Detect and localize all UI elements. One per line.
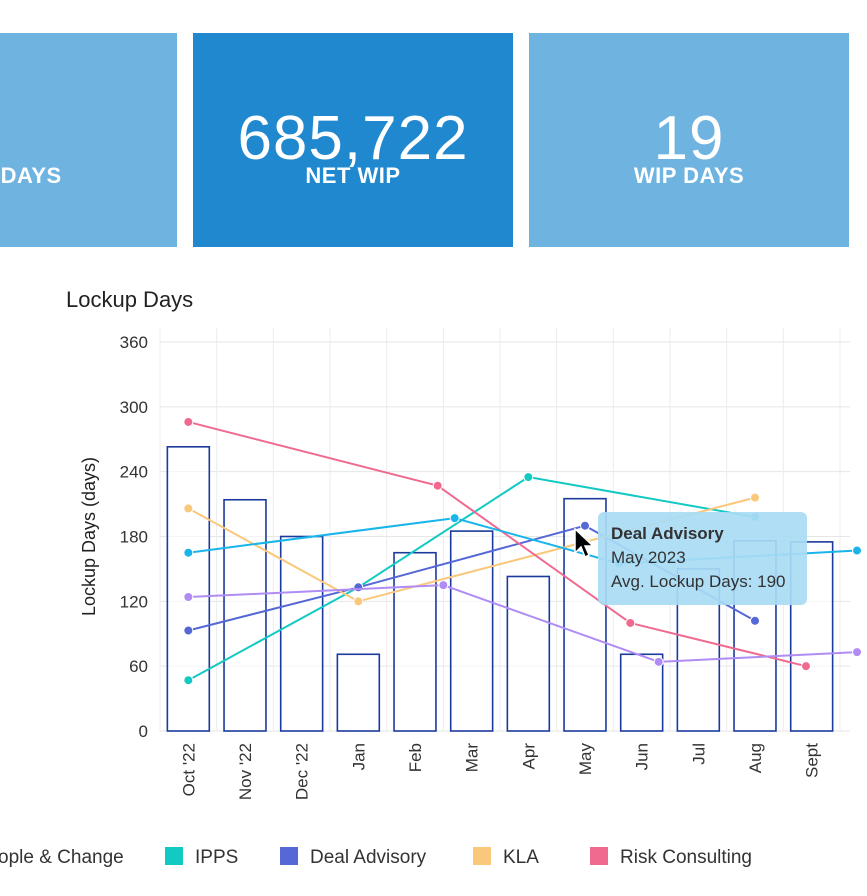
chart-legend: ople & Change IPPS Deal Advisory KLA Ris… xyxy=(0,847,867,873)
series-point xyxy=(183,547,194,558)
bar xyxy=(393,551,437,732)
legend-swatch xyxy=(590,847,608,865)
series-point xyxy=(353,582,364,593)
series-point xyxy=(183,592,194,603)
series-point xyxy=(852,647,862,658)
series-point xyxy=(183,416,194,427)
kpi-label: OR DAYS xyxy=(0,163,62,188)
series-point xyxy=(438,580,449,591)
kpi-card-or-days[interactable]: 39 OR DAYS xyxy=(0,33,177,247)
y-axis-title: Lockup Days (days) xyxy=(79,457,99,616)
series-point xyxy=(183,675,194,686)
legend-item[interactable]: Risk Consulting xyxy=(590,847,752,869)
kpi-value: 19 xyxy=(653,104,725,173)
legend-swatch xyxy=(280,847,298,865)
series-point xyxy=(183,503,194,514)
legend-swatch xyxy=(473,847,491,865)
bar xyxy=(336,653,381,732)
x-tick-label: Oct '22 xyxy=(179,743,198,796)
x-tick-label: Jun xyxy=(633,743,652,770)
series-point xyxy=(580,520,590,531)
kpi-label: NET WIP xyxy=(305,163,401,188)
series-point xyxy=(852,545,862,556)
series-point xyxy=(750,615,760,626)
series-point xyxy=(801,661,811,672)
y-tick-label: 240 xyxy=(120,463,148,482)
legend-label: IPPS xyxy=(195,847,239,868)
x-tick-label: Jan xyxy=(349,743,368,770)
x-tick-label: Sept xyxy=(803,743,822,778)
tooltip-title: Deal Advisory xyxy=(611,524,724,543)
legend-swatch xyxy=(165,847,183,865)
series-point xyxy=(183,625,194,636)
mouse-pointer-icon xyxy=(574,528,595,559)
x-tick-label: Dec '22 xyxy=(293,743,312,800)
chart-tooltip: Deal Advisory May 2023 Avg. Lockup Days:… xyxy=(598,512,807,605)
x-tick-label: May xyxy=(576,743,595,776)
legend-item[interactable]: Deal Advisory xyxy=(280,847,426,869)
y-tick-label: 180 xyxy=(120,528,148,547)
kpi-card-net-wip[interactable]: 685,722 NET WIP xyxy=(193,33,513,247)
y-tick-label: 300 xyxy=(120,398,148,417)
bar xyxy=(506,575,551,732)
legend-label: Deal Advisory xyxy=(310,847,427,868)
legend-label: KLA xyxy=(503,847,539,868)
x-tick-label: Jul xyxy=(689,743,708,765)
series-line xyxy=(188,584,858,663)
series-point xyxy=(750,492,760,503)
kpi-card-wip-days[interactable]: 19 WIP DAYS xyxy=(529,33,849,247)
bar xyxy=(449,530,494,732)
series-line xyxy=(187,476,756,682)
kpi-label: WIP DAYS xyxy=(633,163,745,188)
y-tick-label: 0 xyxy=(139,722,148,741)
x-tick-label: Apr xyxy=(519,743,538,770)
legend-label: Risk Consulting xyxy=(620,847,752,868)
series-point xyxy=(523,472,534,483)
bar xyxy=(166,446,211,732)
x-tick-label: Nov '22 xyxy=(236,743,255,800)
bar xyxy=(619,653,664,732)
legend-item[interactable]: ople & Change xyxy=(0,847,124,869)
chart-title: Lockup Days xyxy=(66,287,194,312)
legend-item[interactable]: KLA xyxy=(473,847,539,869)
x-tick-label: Mar xyxy=(463,743,482,773)
x-tick-label: Feb xyxy=(406,743,425,772)
y-tick-label: 360 xyxy=(120,333,148,352)
kpi-value: 685,722 xyxy=(237,104,469,173)
series-line xyxy=(188,420,807,668)
series-point xyxy=(432,480,443,491)
legend-item[interactable]: IPPS xyxy=(165,847,238,869)
x-tick-label: Aug xyxy=(746,743,765,773)
series-point xyxy=(449,513,460,524)
series-point xyxy=(653,656,664,667)
y-tick-label: 120 xyxy=(120,592,148,611)
tooltip-date: May 2023 xyxy=(611,548,686,567)
bar xyxy=(279,535,324,732)
series-point xyxy=(625,617,636,628)
legend-label: ople & Change xyxy=(0,847,124,868)
tooltip-value: Avg. Lockup Days: 190 xyxy=(611,572,786,591)
y-tick-label: 60 xyxy=(129,657,148,676)
series-point xyxy=(353,596,364,607)
